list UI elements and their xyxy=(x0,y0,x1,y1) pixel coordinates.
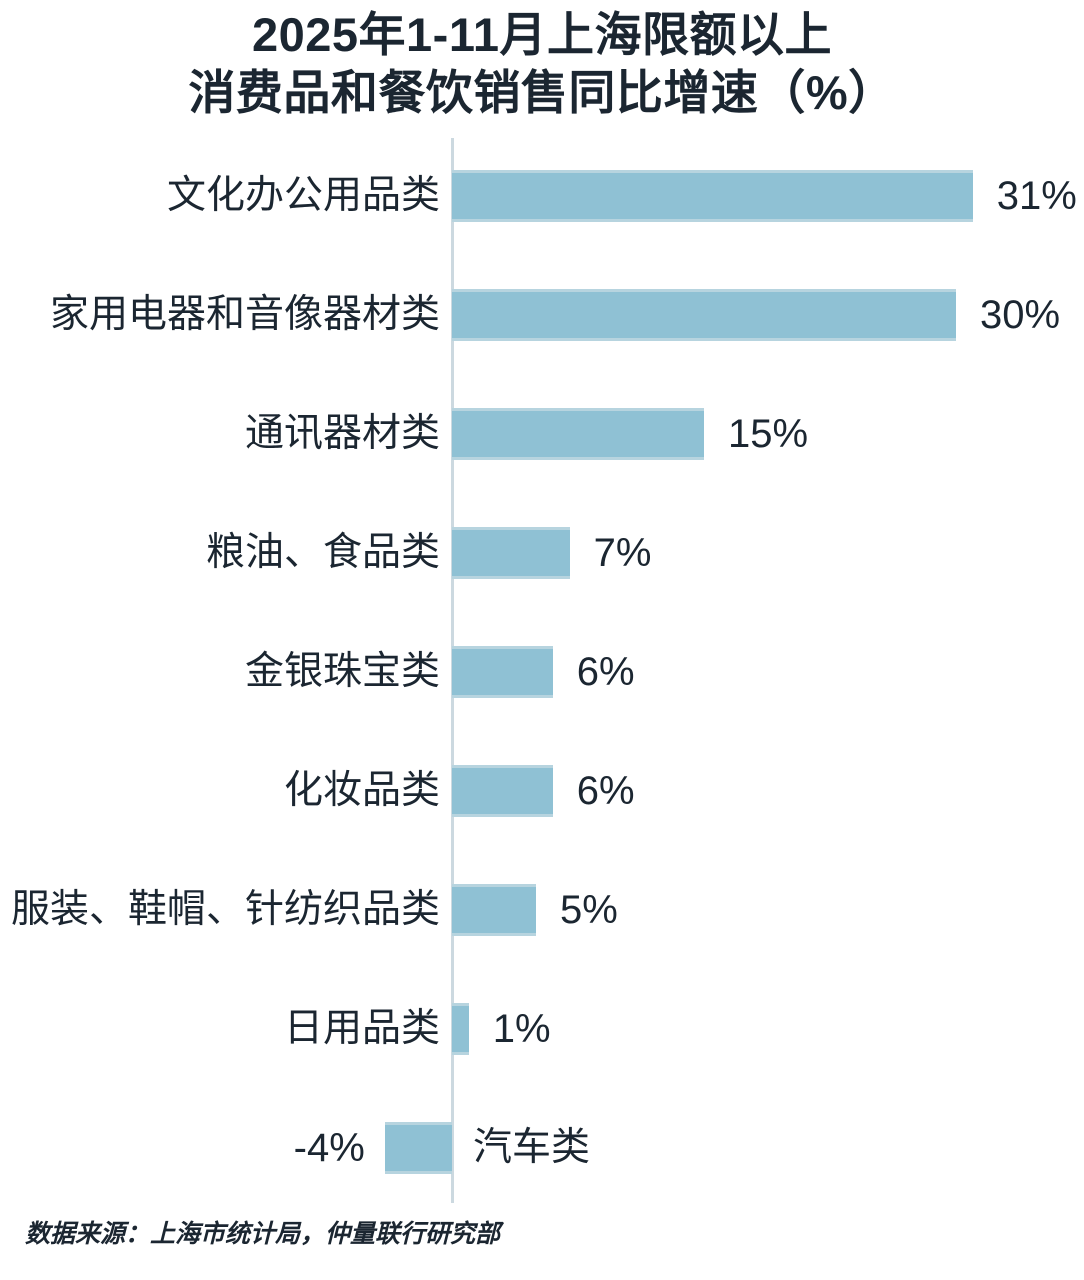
bar xyxy=(452,170,973,222)
bar-category-label: 文化办公用品类 xyxy=(166,174,440,217)
bar xyxy=(452,646,553,698)
bar-value-label: 30% xyxy=(980,293,1061,337)
bar-value-label: 1% xyxy=(492,1007,551,1051)
bar-value-label: 5% xyxy=(560,888,618,932)
bar-value-label: 15% xyxy=(728,412,809,456)
bar xyxy=(384,1122,452,1174)
bar xyxy=(452,527,570,579)
bar-category-label: 金银珠宝类 xyxy=(244,650,440,693)
bar-category-label: 化妆品类 xyxy=(283,769,440,812)
chart-title-line2: 消费品和餐饮销售同比增速（%） xyxy=(188,66,896,119)
bar xyxy=(452,884,536,936)
chart-title: 2025年1-11月上海限额以上 消费品和餐饮销售同比增速（%） xyxy=(0,6,1084,122)
bar-value-label: 31% xyxy=(996,174,1077,218)
bar-category-label: 通讯器材类 xyxy=(244,412,440,455)
bar-category-label: 日用品类 xyxy=(283,1007,440,1050)
bar-category-label: 服装、鞋帽、针纺织品类 xyxy=(10,888,440,931)
bar-value-label: 6% xyxy=(576,769,635,813)
bar-value-label: 7% xyxy=(593,531,652,575)
bar-category-label: 粮油、食品类 xyxy=(205,531,440,574)
bar xyxy=(452,289,956,341)
chart-title-line1: 2025年1-11月上海限额以上 xyxy=(251,8,833,61)
bar-category-label: 家用电器和音像器材类 xyxy=(49,293,440,336)
bar-value-label: 6% xyxy=(576,650,635,694)
bar xyxy=(452,1003,469,1055)
bar-chart: 文化办公用品类 31% 家用电器和音像器材类 30% 通讯器材类 15% 粮油、食品类 7% 金… xyxy=(0,138,1084,1203)
bar-category-label: 汽车类 xyxy=(473,1126,591,1169)
bar-value-label: -4% xyxy=(293,1126,365,1170)
bar xyxy=(452,408,704,460)
bar xyxy=(452,765,553,817)
source-note: 数据来源：上海市统计局，仲量联行研究部 xyxy=(25,1220,501,1248)
